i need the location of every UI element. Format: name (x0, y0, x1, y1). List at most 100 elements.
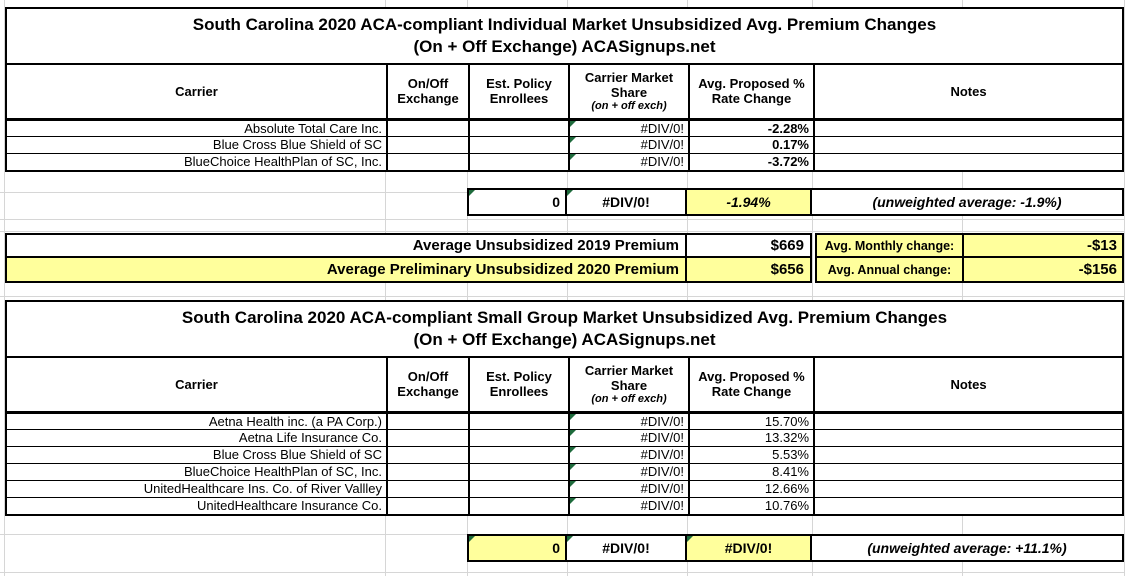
gridline (812, 0, 813, 576)
carrier-cell: UnitedHealthcare Insurance Co. (7, 497, 388, 514)
annual-change-value: -$156 (962, 258, 1124, 283)
monthly-change-value: -$13 (962, 233, 1124, 258)
exchange-cell (386, 463, 470, 481)
spacer (5, 172, 1124, 188)
error-indicator-icon (571, 446, 576, 453)
col-exchange: On/Off Exchange (386, 65, 470, 121)
small-group-header-row: Carrier On/Off Exchange Est. Policy Enro… (7, 358, 1122, 414)
gridline (385, 0, 386, 576)
col-notes: Notes (813, 358, 1122, 414)
unweighted-average-note: (unweighted average: +11.1%) (812, 534, 1124, 562)
notes-cell (813, 480, 1122, 498)
exchange-cell (386, 153, 470, 170)
rate-change-cell: 8.41% (688, 463, 815, 481)
title-line-1: South Carolina 2020 ACA-compliant Indivi… (192, 15, 937, 34)
market-share-cell: #DIV/0! (568, 412, 690, 430)
rate-change-cell: 15.70% (688, 412, 815, 430)
carrier-cell: Blue Cross Blue Shield of SC (7, 136, 388, 154)
exchange-cell (386, 429, 470, 447)
carrier-cell: Aetna Life Insurance Co. (7, 429, 388, 447)
carrier-row: BlueChoice HealthPlan of SC, Inc. #DIV/0… (7, 153, 1122, 170)
exchange-cell (386, 412, 470, 430)
individual-market-table: South Carolina 2020 ACA-compliant Indivi… (5, 7, 1124, 172)
gridline (687, 0, 688, 576)
notes-cell (813, 446, 1122, 464)
market-share-cell: #DIV/0! (568, 153, 690, 170)
annual-change-label: Avg. Annual change: (815, 258, 962, 283)
premium-2019-row: Average Unsubsidized 2019 Premium $669 A… (5, 233, 1124, 258)
premium-2019-label: Average Unsubsidized 2019 Premium (5, 233, 685, 258)
col-market-share-subnote: (on + off exch) (591, 392, 667, 405)
col-notes: Notes (813, 65, 1122, 121)
rate-change-cell: 10.76% (688, 497, 815, 514)
carrier-row: Absolute Total Care Inc. #DIV/0! -2.28% (7, 119, 1122, 137)
carrier-row: Aetna Health inc. (a PA Corp.) #DIV/0! 1… (7, 412, 1122, 430)
individual-header-row: Carrier On/Off Exchange Est. Policy Enro… (7, 65, 1122, 121)
total-market-share-cell: #DIV/0! (567, 188, 687, 216)
col-market-share: Carrier Market Share (on + off exch) (568, 65, 690, 121)
enrollees-cell (468, 497, 570, 514)
rate-change-cell: 13.32% (688, 429, 815, 447)
carrier-row: UnitedHealthcare Insurance Co. #DIV/0! 1… (7, 497, 1122, 514)
small-group-market-table: South Carolina 2020 ACA-compliant Small … (5, 300, 1124, 516)
notes-cell (813, 463, 1122, 481)
col-exchange: On/Off Exchange (386, 358, 470, 414)
carrier-cell: Absolute Total Care Inc. (7, 119, 388, 137)
market-share-cell: #DIV/0! (568, 446, 690, 464)
market-share-cell: #DIV/0! (568, 463, 690, 481)
notes-cell (813, 136, 1122, 154)
premium-2020-label: Average Preliminary Unsubsidized 2020 Pr… (5, 258, 685, 283)
gridline (0, 572, 1124, 573)
error-indicator-icon (571, 153, 576, 160)
enrollees-cell (468, 429, 570, 447)
market-share-cell: #DIV/0! (568, 119, 690, 137)
spacer (5, 283, 1124, 300)
enrollees-cell (468, 463, 570, 481)
error-indicator-icon (571, 480, 576, 487)
unweighted-average-note: (unweighted average: -1.9%) (812, 188, 1124, 216)
carrier-cell: BlueChoice HealthPlan of SC, Inc. (7, 153, 388, 170)
col-rate-change: Avg. Proposed % Rate Change (688, 358, 815, 414)
notes-cell (813, 412, 1122, 430)
gridline (0, 219, 1124, 220)
total-enrollees-cell: 0 (467, 534, 567, 562)
carrier-row: BlueChoice HealthPlan of SC, Inc. #DIV/0… (7, 463, 1122, 481)
title-line-1: South Carolina 2020 ACA-compliant Small … (181, 308, 948, 327)
notes-cell (813, 497, 1122, 514)
exchange-cell (386, 446, 470, 464)
carrier-row: UnitedHealthcare Ins. Co. of River Valll… (7, 480, 1122, 498)
error-indicator-icon (567, 190, 573, 196)
spacer (5, 216, 1124, 233)
carrier-row: Blue Cross Blue Shield of SC #DIV/0! 0.1… (7, 136, 1122, 154)
enrollees-cell (468, 412, 570, 430)
rate-change-cell: 12.66% (688, 480, 815, 498)
rate-change-cell: -3.72% (688, 153, 815, 170)
error-indicator-icon (571, 120, 576, 127)
error-indicator-icon (571, 497, 576, 504)
carrier-row: Aetna Life Insurance Co. #DIV/0! 13.32% (7, 429, 1122, 447)
premium-2020-value: $656 (685, 258, 812, 283)
carrier-cell: UnitedHealthcare Ins. Co. of River Valll… (7, 480, 388, 498)
weighted-average-cell: -1.94% (687, 188, 812, 216)
spreadsheet-content: South Carolina 2020 ACA-compliant Indivi… (5, 7, 1124, 562)
rate-change-cell: -2.28% (688, 119, 815, 137)
enrollees-cell (468, 446, 570, 464)
enrollees-cell (468, 136, 570, 154)
col-market-share-label: Carrier Market Share (584, 362, 674, 393)
notes-cell (813, 153, 1122, 170)
title-line-2: (On + Off Exchange) ACASignups.net (413, 37, 716, 56)
col-carrier: Carrier (7, 65, 388, 121)
premium-comparison-block: Average Unsubsidized 2019 Premium $669 A… (5, 233, 1124, 283)
gridline (0, 296, 1124, 297)
individual-summary-row: 0 #DIV/0! -1.94% (unweighted average: -1… (467, 188, 1124, 216)
col-rate-change: Avg. Proposed % Rate Change (688, 65, 815, 121)
market-share-cell: #DIV/0! (568, 480, 690, 498)
title-line-2: (On + Off Exchange) ACASignups.net (413, 330, 716, 349)
col-enrollees: Est. Policy Enrollees (468, 65, 570, 121)
notes-cell (813, 429, 1122, 447)
gridline (4, 0, 5, 576)
col-market-share-label: Carrier Market Share (584, 69, 674, 100)
carrier-cell: Blue Cross Blue Shield of SC (7, 446, 388, 464)
monthly-change-label: Avg. Monthly change: (815, 233, 962, 258)
market-share-cell: #DIV/0! (568, 136, 690, 154)
